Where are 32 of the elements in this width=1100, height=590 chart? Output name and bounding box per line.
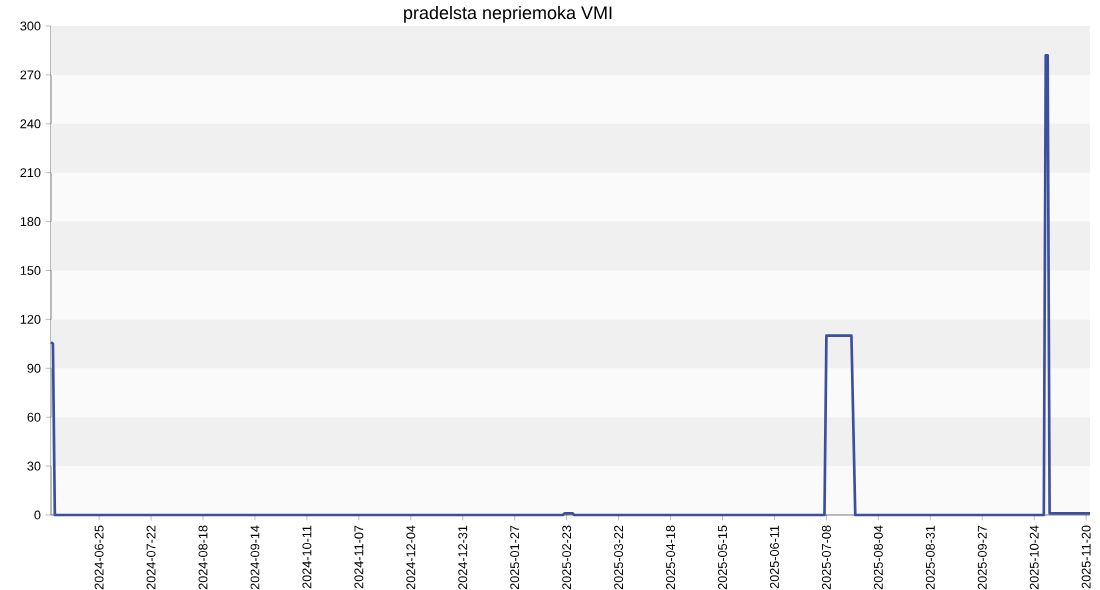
x-tick-label: 2024-09-14 <box>250 525 260 590</box>
x-tick-label: 2025-09-27 <box>977 525 987 590</box>
y-tick-label: 90 <box>27 363 41 373</box>
y-tick-label: 300 <box>20 21 41 31</box>
x-tick-label: 2025-07-08 <box>821 525 831 590</box>
x-tick-label: 2025-06-11 <box>769 525 779 589</box>
y-tick-label: 150 <box>20 266 41 275</box>
y-tick-label: 270 <box>20 70 41 80</box>
x-tick-label: 2024-07-22 <box>146 525 156 590</box>
x-tick-label: 2024-12-31 <box>458 525 468 590</box>
x-tick-label: 2025-04-18 <box>666 525 676 590</box>
chart-title: pradelsta nepriemoka VMI <box>404 5 612 23</box>
x-tick-label: 2024-12-04 <box>406 525 416 590</box>
y-tick-label: 240 <box>20 119 41 129</box>
x-tick-label: 2025-08-31 <box>925 525 935 590</box>
y-tick-label: 30 <box>27 461 41 471</box>
x-tick-label: 2024-06-25 <box>94 525 104 590</box>
y-tick-label: 210 <box>20 168 41 178</box>
x-tick-label: 2025-08-04 <box>873 525 883 590</box>
x-tick-label: 2025-05-15 <box>718 525 727 590</box>
x-tick-label: 2024-10-11 <box>302 525 312 589</box>
y-tick-label: 180 <box>20 217 41 227</box>
y-tick-label: 60 <box>27 412 41 422</box>
x-tick-label: 2025-11-20 <box>1081 525 1091 589</box>
x-tick-label: 2024-08-18 <box>198 525 208 590</box>
x-tick-label: 2025-01-27 <box>510 525 520 590</box>
y-tick-label: 0 <box>34 510 41 520</box>
x-tick-label: 2024-11-07 <box>354 525 364 589</box>
x-tick-label: 2025-02-23 <box>562 525 572 590</box>
y-tick-label: 120 <box>20 314 41 324</box>
x-tick-label: 2025-03-22 <box>614 525 624 590</box>
x-tick-label: 2025-10-24 <box>1029 525 1039 590</box>
